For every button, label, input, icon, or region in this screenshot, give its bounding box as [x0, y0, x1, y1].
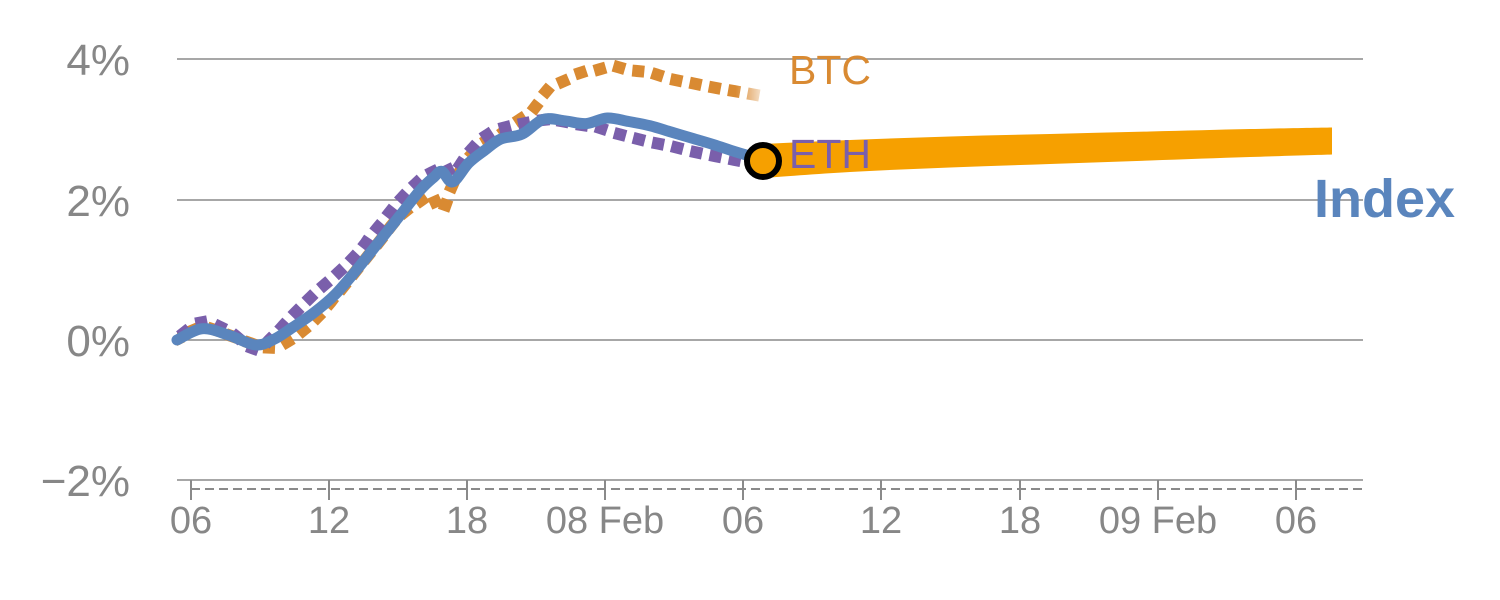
svg-text:ETH: ETH — [789, 131, 871, 177]
svg-text:Index: Index — [1314, 169, 1455, 229]
svg-text:06: 06 — [1275, 500, 1317, 542]
svg-text:2%: 2% — [66, 177, 130, 226]
svg-text:BTC: BTC — [789, 47, 871, 93]
svg-text:12: 12 — [860, 500, 902, 542]
svg-text:18: 18 — [999, 500, 1041, 542]
svg-text:08 Feb: 08 Feb — [546, 500, 664, 542]
svg-text:09 Feb: 09 Feb — [1099, 500, 1217, 542]
svg-text:06: 06 — [722, 500, 764, 542]
svg-text:06: 06 — [170, 500, 212, 542]
svg-text:−2%: −2% — [41, 457, 130, 506]
svg-text:18: 18 — [446, 500, 488, 542]
svg-text:12: 12 — [308, 500, 350, 542]
svg-text:4%: 4% — [66, 36, 130, 85]
svg-text:0%: 0% — [66, 317, 130, 366]
